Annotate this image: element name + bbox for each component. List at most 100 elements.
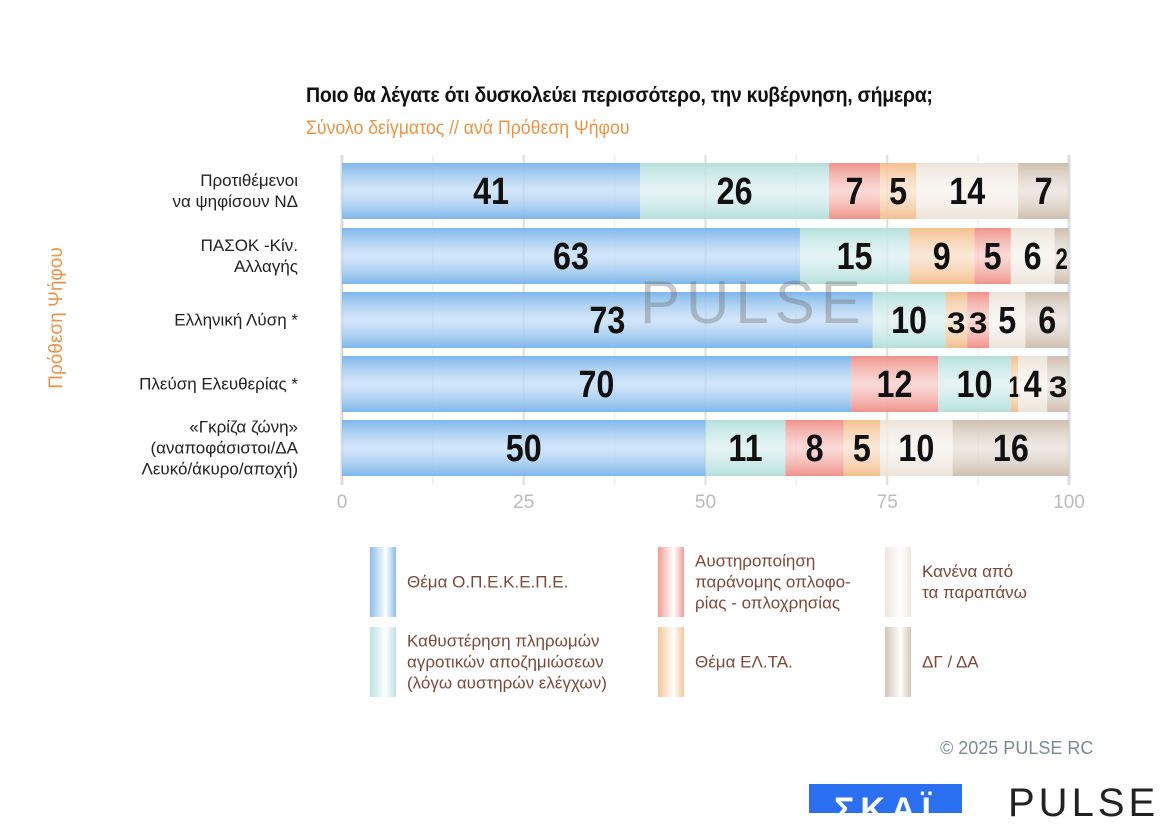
- x-tick-label: 25: [513, 492, 535, 513]
- legend-label: Αυστηροποίηση παράνομης οπλοφο- ρίας - ο…: [695, 551, 851, 613]
- bar-segment: [1018, 163, 1069, 219]
- data-label: 10: [891, 300, 927, 342]
- bar-segment: [829, 163, 880, 219]
- bar-segment-tint: [850, 356, 939, 412]
- x-tick-label: 0: [336, 492, 348, 513]
- category-label: «Γκρίζα ζώνη» (αναποφάσιστοι/ΔΑ Λευκό/άκ…: [141, 417, 298, 479]
- bar-segment: [1018, 356, 1048, 412]
- bar-segment: [800, 228, 910, 284]
- data-label: 70: [578, 364, 614, 406]
- bar-segment-tint: [1018, 356, 1048, 412]
- bar-segment-tint: [879, 163, 917, 219]
- data-label: 1: [1009, 370, 1021, 403]
- data-label: 4: [1024, 364, 1042, 406]
- legend-label: Θέμα ΕΛ.ΤΑ.: [695, 652, 793, 672]
- category-label: Πλεύση Ελευθερίας *: [139, 374, 298, 394]
- bar-segment-tint: [1018, 163, 1069, 219]
- bar-segment-tint: [785, 420, 844, 476]
- bar-segment-tint: [342, 420, 706, 476]
- bar-segment: [967, 292, 990, 348]
- bar-segment: [1047, 356, 1069, 412]
- bar-segment-tint: [1010, 228, 1055, 284]
- bar-segment: [342, 163, 641, 219]
- bar-segment: [938, 356, 1011, 412]
- legend-swatch: [658, 547, 684, 617]
- bar-segment-tint: [342, 228, 801, 284]
- data-label: 11: [728, 428, 762, 470]
- legend-swatch: [370, 547, 396, 617]
- bar-segment-tint: [640, 163, 830, 219]
- bar-segment: [850, 356, 939, 412]
- data-label: 41: [473, 171, 509, 213]
- bar-segment-tint: [342, 292, 873, 348]
- legend-label: Καθυστέρηση πληρωμών αγροτικών αποζημιώσ…: [407, 631, 607, 693]
- data-label: 10: [898, 428, 934, 470]
- data-label: 5: [853, 428, 871, 470]
- bar-segment-tint: [1025, 292, 1069, 348]
- bar-segment-tint: [1047, 356, 1069, 412]
- bar-segment: [1025, 292, 1069, 348]
- bar-segment-tint: [989, 292, 1026, 348]
- data-label: 8: [806, 428, 824, 470]
- bar-segment-tint: [1010, 356, 1019, 412]
- data-label: 7: [846, 171, 864, 213]
- data-label: 16: [993, 428, 1029, 470]
- bar-segment: [1010, 228, 1055, 284]
- bar-segment: [342, 420, 706, 476]
- chart-subtitle: Σύνολο δείγματος // ανά Πρόθεση Ψήφου: [306, 118, 630, 139]
- bar-segment-tint: [938, 356, 1011, 412]
- bar-segment: [785, 420, 844, 476]
- bar-segment: [974, 228, 1011, 284]
- x-tick-label: 100: [1053, 492, 1085, 513]
- bar-segment: [909, 228, 975, 284]
- bar-segment-tint: [909, 228, 975, 284]
- data-label: 3: [1049, 370, 1068, 403]
- data-label: 73: [589, 300, 625, 342]
- bar-segment-tint: [952, 420, 1069, 476]
- data-label: 14: [949, 171, 985, 213]
- bar-segment-tint: [872, 292, 946, 348]
- bar-segment-tint: [916, 163, 1019, 219]
- chart-title: Ποιο θα λέγατε ότι δυσκολεύει περισσότερ…: [306, 84, 933, 107]
- bar-segment-tint: [974, 228, 1011, 284]
- bar-segment: [640, 163, 830, 219]
- data-label: 10: [957, 364, 993, 406]
- data-label: 5: [889, 171, 907, 213]
- bar-segment-tint: [967, 292, 990, 348]
- data-label: 50: [506, 428, 542, 470]
- bar-segment: [1054, 228, 1069, 284]
- bar-segment: [342, 292, 873, 348]
- data-label: 15: [837, 236, 873, 278]
- bar-segment: [945, 292, 968, 348]
- x-tick-label: 50: [694, 492, 717, 513]
- bar-segment: [879, 163, 917, 219]
- data-label: 9: [933, 236, 951, 278]
- bar-segment-tint: [843, 420, 880, 476]
- data-label: 5: [984, 236, 1002, 278]
- legend-swatch: [885, 627, 911, 697]
- bar-segment-tint: [705, 420, 786, 476]
- legend-label: ΔΓ / ΔΑ: [922, 652, 979, 672]
- data-label: 6: [1024, 236, 1042, 278]
- bar-segment: [843, 420, 880, 476]
- data-label: 7: [1035, 171, 1053, 213]
- data-label: 12: [877, 364, 913, 406]
- bar-segment: [342, 228, 801, 284]
- bar-segment: [879, 420, 953, 476]
- bar-segment: [916, 163, 1019, 219]
- legend-swatch: [658, 627, 684, 697]
- bar-segment-tint: [829, 163, 880, 219]
- skai-logo: ΣΚΑΪ: [809, 784, 962, 813]
- data-label: 6: [1038, 300, 1056, 342]
- legend-swatch: [885, 547, 911, 617]
- data-label: 3: [947, 306, 966, 339]
- bar-segment: [989, 292, 1026, 348]
- data-label: 26: [717, 171, 753, 213]
- bar-segment-tint: [800, 228, 910, 284]
- category-label: ΠΑΣΟΚ -Κίν. Αλλαγής: [200, 236, 298, 276]
- legend-label: Θέμα Ο.Π.Ε.Κ.Ε.Π.Ε.: [407, 572, 569, 592]
- copyright: © 2025 PULSE RC: [940, 738, 1094, 758]
- category-label: Ελληνική Λύση *: [174, 310, 298, 330]
- data-label: 63: [553, 236, 589, 278]
